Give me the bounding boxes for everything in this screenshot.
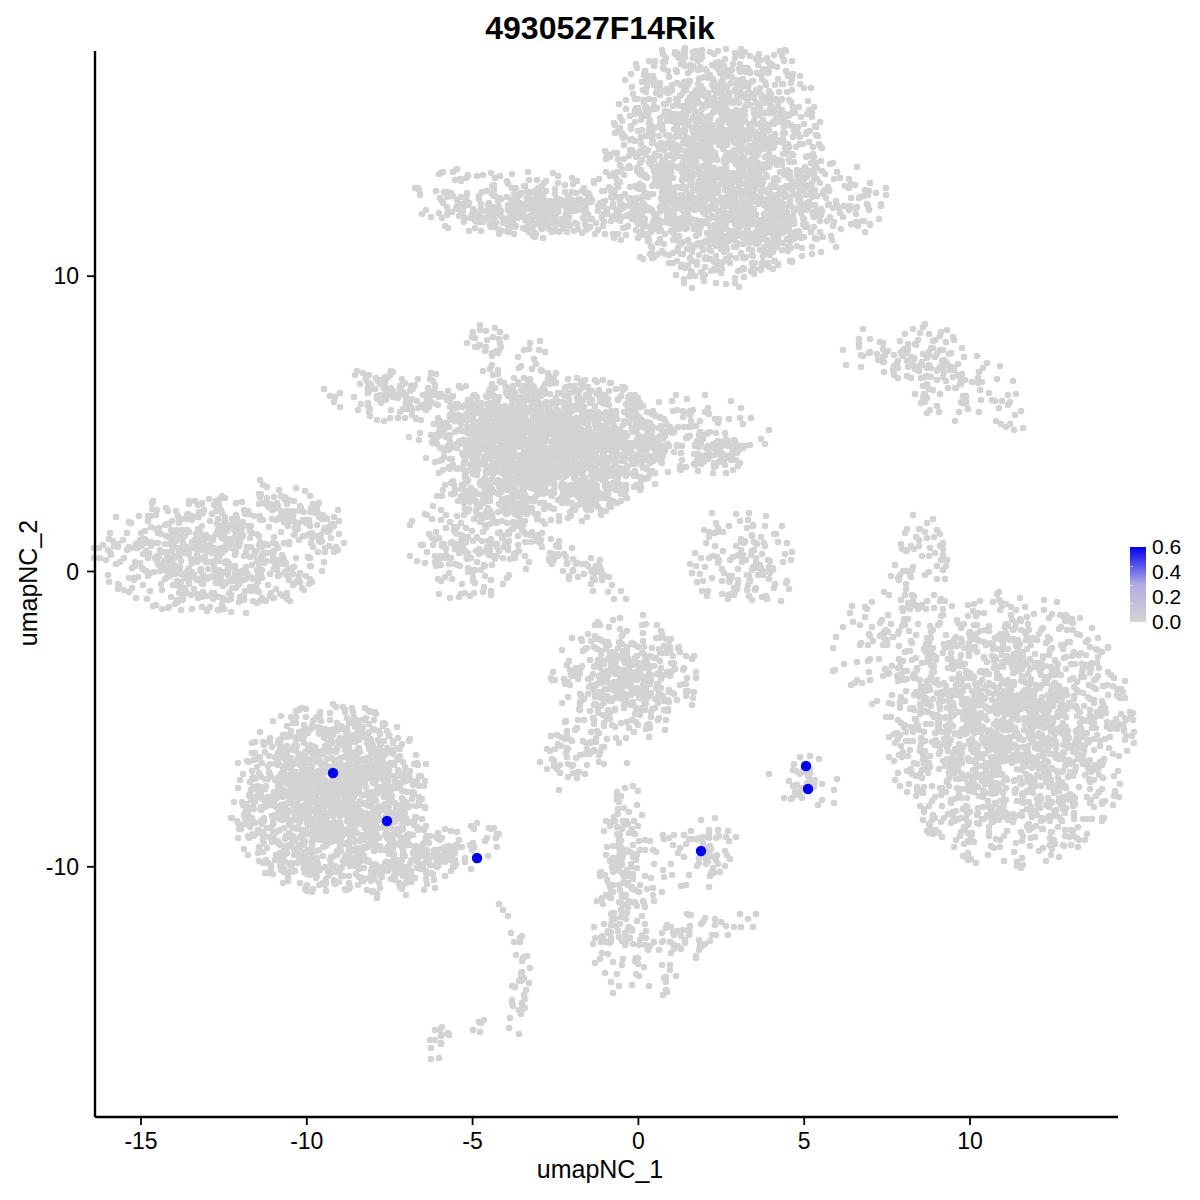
svg-text:0: 0: [632, 1128, 645, 1154]
svg-text:10: 10: [53, 263, 79, 289]
svg-text:5: 5: [798, 1128, 811, 1154]
svg-text:0: 0: [66, 559, 79, 585]
svg-text:-10: -10: [46, 854, 79, 880]
svg-text:-15: -15: [124, 1128, 157, 1154]
svg-text:-10: -10: [290, 1128, 323, 1154]
svg-text:-5: -5: [462, 1128, 482, 1154]
svg-text:10: 10: [957, 1128, 983, 1154]
